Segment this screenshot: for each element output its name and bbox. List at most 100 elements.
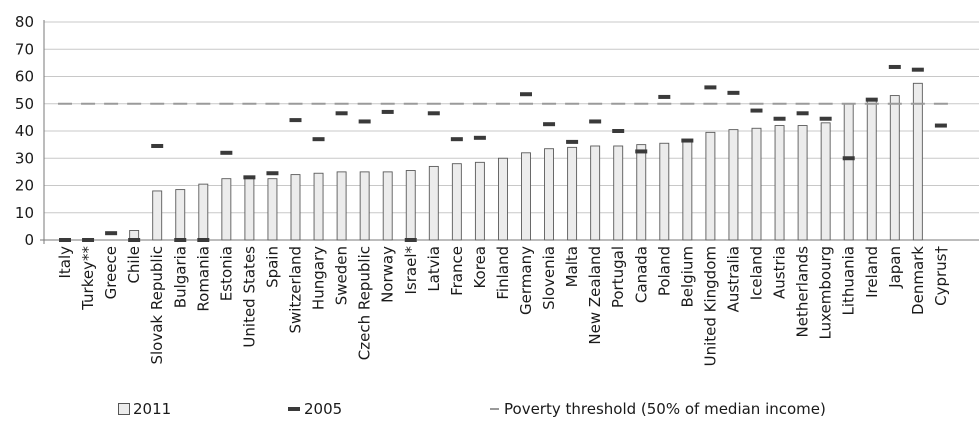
y-tick-label: 80 bbox=[15, 13, 34, 31]
legend-item-2005: 2005 bbox=[288, 400, 342, 418]
y-tick-label: 70 bbox=[15, 40, 34, 58]
x-category-label: Austria bbox=[771, 246, 789, 299]
legend-swatch-2011 bbox=[118, 403, 130, 415]
bar-2011 bbox=[567, 146, 578, 241]
marker-2005 bbox=[681, 138, 694, 143]
legend-swatch-threshold bbox=[490, 408, 499, 410]
bar-2011 bbox=[820, 122, 831, 241]
bar-2011 bbox=[474, 161, 485, 241]
bar-2011 bbox=[451, 163, 462, 241]
bar-2011 bbox=[521, 152, 531, 241]
x-category-label: Chile bbox=[125, 246, 143, 284]
x-category-label: Spain bbox=[263, 246, 281, 288]
marker-2005 bbox=[796, 111, 809, 116]
x-category-label: Cyprus† bbox=[932, 246, 950, 306]
bar-2011 bbox=[244, 176, 255, 241]
bar-2011 bbox=[613, 145, 624, 241]
marker-2005 bbox=[727, 90, 740, 95]
marker-2005 bbox=[174, 238, 187, 242]
x-category-label: Hungary bbox=[310, 246, 328, 310]
x-category-label: Bulgaria bbox=[171, 246, 189, 308]
bar-2011 bbox=[382, 171, 393, 241]
y-tick-label: 40 bbox=[15, 122, 34, 140]
bar-2011 bbox=[797, 125, 808, 241]
bar-2011 bbox=[290, 174, 301, 241]
marker-2005 bbox=[911, 67, 924, 72]
bar-2011 bbox=[544, 148, 554, 241]
y-tick-label: 10 bbox=[15, 204, 34, 222]
legend-item-threshold: Poverty threshold (50% of median income) bbox=[490, 400, 826, 418]
legend-label-threshold: Poverty threshold (50% of median income) bbox=[504, 400, 826, 418]
bar-2011 bbox=[498, 157, 508, 241]
y-tick-label: 20 bbox=[15, 177, 34, 195]
bar-2011 bbox=[728, 129, 739, 241]
x-category-label: Belgium bbox=[678, 246, 696, 308]
marker-2005 bbox=[612, 129, 625, 133]
marker-2005 bbox=[197, 238, 210, 242]
marker-2005 bbox=[289, 118, 302, 123]
marker-2005 bbox=[842, 156, 855, 161]
marker-2005 bbox=[773, 116, 786, 121]
x-category-label: Netherlands bbox=[794, 246, 812, 338]
x-category-label: Switzerland bbox=[287, 246, 305, 334]
x-category-label: Korea bbox=[471, 246, 489, 289]
x-category-label: Australia bbox=[724, 246, 742, 312]
marker-2005 bbox=[520, 92, 532, 97]
x-category-label: Denmark bbox=[909, 246, 927, 315]
x-category-label: Slovenia bbox=[540, 246, 558, 310]
x-category-label: Slovak Republic bbox=[148, 246, 166, 364]
legend-item-2011: 2011 bbox=[118, 400, 171, 418]
marker-2005 bbox=[312, 137, 325, 142]
x-category-label: Germany bbox=[517, 246, 535, 315]
x-category-label: United Kingdom bbox=[701, 246, 719, 366]
bar-2011 bbox=[152, 190, 163, 241]
marker-2005 bbox=[473, 135, 486, 140]
marker-2005 bbox=[450, 137, 463, 142]
legend: 2011 2005 Poverty threshold (50% of medi… bbox=[0, 398, 979, 422]
x-category-label: Estonia bbox=[217, 246, 235, 301]
bar-2011 bbox=[267, 178, 278, 241]
x-category-label: Malta bbox=[563, 246, 581, 287]
bar-2011 bbox=[175, 189, 186, 241]
marker-2005 bbox=[243, 175, 256, 180]
x-category-label: Romania bbox=[194, 246, 212, 312]
y-tick-label: 50 bbox=[15, 95, 34, 113]
marker-2005 bbox=[819, 116, 832, 121]
x-category-label: Ireland bbox=[863, 246, 881, 298]
x-category-label: Norway bbox=[379, 246, 397, 303]
x-category-label: Greece bbox=[102, 246, 120, 299]
marker-2005 bbox=[105, 231, 118, 236]
legend-label-2005: 2005 bbox=[304, 400, 343, 418]
marker-2005 bbox=[543, 122, 556, 127]
x-category-label: Latvia bbox=[425, 246, 443, 292]
bar-2011 bbox=[405, 170, 416, 241]
marker-2005 bbox=[750, 108, 763, 113]
bar-2011 bbox=[659, 142, 670, 241]
bar-2011 bbox=[221, 178, 232, 241]
x-category-label: Luxembourg bbox=[817, 246, 835, 340]
marker-2005 bbox=[266, 171, 279, 176]
x-category-label: Japan bbox=[886, 246, 904, 289]
x-category-label: Czech Republic bbox=[356, 246, 374, 360]
marker-2005 bbox=[427, 111, 440, 116]
x-category-label: Iceland bbox=[748, 246, 766, 300]
bar-2011 bbox=[912, 82, 923, 241]
marker-2005 bbox=[888, 64, 901, 69]
bar-2011 bbox=[843, 103, 854, 241]
marker-2005 bbox=[589, 119, 602, 124]
marker-2005 bbox=[404, 238, 417, 242]
x-category-label: New Zealand bbox=[586, 246, 604, 345]
marker-2005 bbox=[658, 94, 671, 99]
bar-2011 bbox=[359, 171, 370, 241]
x-category-label: Italy bbox=[56, 246, 74, 279]
bar-2011 bbox=[682, 141, 693, 241]
legend-swatch-2005 bbox=[288, 407, 300, 411]
marker-2005 bbox=[381, 109, 394, 114]
marker-2005 bbox=[59, 238, 71, 242]
bar-2011 bbox=[705, 131, 716, 241]
y-tick-label: 30 bbox=[15, 149, 34, 167]
marker-2005 bbox=[635, 149, 648, 154]
bar-2011 bbox=[889, 95, 900, 241]
bar-2011 bbox=[636, 144, 647, 241]
x-category-label: Portugal bbox=[609, 246, 627, 308]
